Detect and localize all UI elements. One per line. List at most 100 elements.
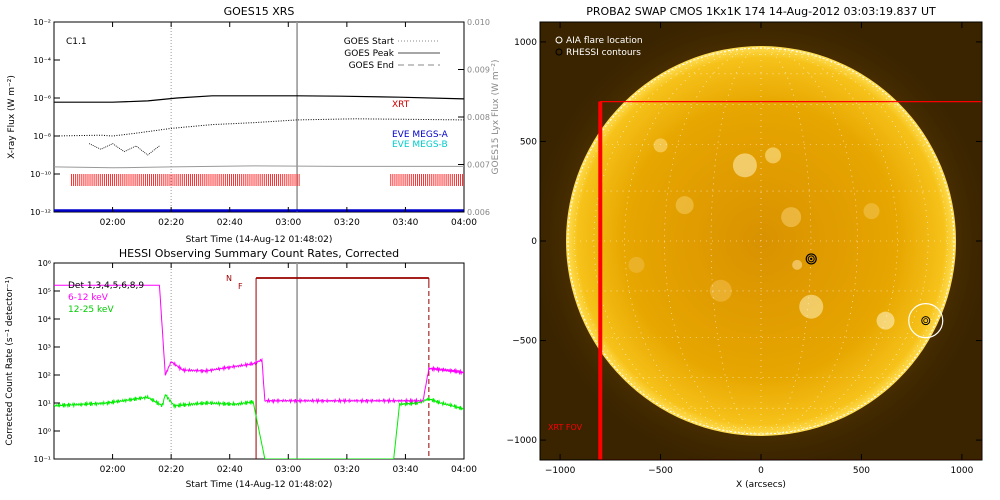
hessi-x-tick-label: 02:20 <box>158 465 184 475</box>
hessi-panel: HESSI Observing Summary Count Rates, Cor… <box>5 247 477 490</box>
swap-aia-flare-location <box>908 303 944 339</box>
goes-coverage-interval <box>390 174 463 186</box>
goes-class-label: C1.1 <box>66 37 87 47</box>
hessi-y-tick-label: 10³ <box>38 343 51 352</box>
swap-active-region <box>628 256 645 273</box>
swap-y-tick-label: 500 <box>520 137 537 147</box>
swap-active-region <box>675 196 694 215</box>
goes-ylabel: X-ray Flux (W m⁻²) <box>7 75 17 159</box>
hessi-frame <box>53 262 465 460</box>
swap-active-region <box>876 311 895 330</box>
goes-y-tick-label: 10⁻⁶ <box>33 94 51 103</box>
goes-x-tick-label: 03:20 <box>334 218 360 228</box>
goes-label-xrt: XRT <box>392 100 410 110</box>
swap-x-tick-label: −1000 <box>545 466 576 476</box>
goes-title: GOES15 XRS <box>224 5 295 18</box>
swap-x-tick-label: 0 <box>758 466 764 476</box>
hessi-legend-high: 12-25 keV <box>68 305 114 315</box>
swap-active-region <box>653 138 668 153</box>
swap-coordinate-grid <box>568 47 954 435</box>
hessi-legend-low: 6-12 keV <box>68 293 109 303</box>
hessi-x-tick-label: 03:20 <box>334 465 360 475</box>
swap-rhessi-contour <box>805 253 817 265</box>
hessi-series-6-12-flare <box>428 365 464 375</box>
swap-x-tick-label: −500 <box>648 466 673 476</box>
hessi-x-tick-label: 03:00 <box>275 465 301 475</box>
swap-active-region <box>765 147 782 164</box>
hessi-y-tick-label: 10⁶ <box>38 259 51 268</box>
hessi-x-tick-label: 04:00 <box>451 465 477 475</box>
hessi-x-tick-label: 02:00 <box>100 465 126 475</box>
goes-label-megsb: EVE MEGS-B <box>392 140 448 150</box>
goes-y2-tick-label: 0.006 <box>467 208 490 217</box>
goes-series-lyman <box>54 165 464 169</box>
swap-panel: PROBA2 SWAP CMOS 1Kx1K 174 14-Aug-2012 0… <box>507 5 983 490</box>
hessi-y-tick-label: 10⁵ <box>38 287 51 296</box>
swap-legend-rhessi: RHESSI contours <box>566 48 641 58</box>
hessi-y-tick-label: 10¹ <box>38 399 51 408</box>
swap-fov-label: XRT FOV <box>548 423 583 432</box>
swap-active-region <box>709 279 732 302</box>
swap-title: PROBA2 SWAP CMOS 1Kx1K 174 14-Aug-2012 0… <box>586 5 936 18</box>
hessi-flag-f: F <box>238 282 243 291</box>
swap-active-region <box>732 153 757 178</box>
swap-active-region <box>863 203 880 220</box>
goes-x-tick-label: 03:00 <box>275 218 301 228</box>
swap-legend-aia-symbol <box>555 36 563 44</box>
goes-legend-end: GOES End <box>349 61 394 71</box>
goes-coverage-interval <box>71 174 300 186</box>
hessi-x-tick-label: 03:40 <box>392 465 418 475</box>
goes-y-tick-label: 10⁻¹² <box>30 208 51 217</box>
goes-panel: GOES15 XRS 02:00 02:20 02:40 03:00 03:20 03:4… <box>7 5 501 245</box>
hessi-legend: Det 1,3,4,5,6,8,9 6-12 keV 12-25 keV <box>68 281 144 315</box>
swap-legend-aia: AIA flare location <box>566 36 643 46</box>
goes-ylabel-right: GOES15 Lyx Flux (W m⁻²) <box>491 60 501 175</box>
goes-y-tick-label: 10⁻⁴ <box>33 56 51 65</box>
goes-series-xrt <box>54 95 464 103</box>
goes-y2-tick-label: 0.007 <box>467 161 490 170</box>
hessi-legend-det: Det 1,3,4,5,6,8,9 <box>68 281 144 291</box>
goes-xlabel: Start Time (14-Aug-12 01:48:02) <box>186 235 333 245</box>
hessi-series-12-25 <box>54 393 464 459</box>
goes-x-tick-label: 03:40 <box>392 218 418 228</box>
goes-y2-tick-label: 0.009 <box>467 66 490 75</box>
hessi-y-tick-label: 10² <box>38 371 51 380</box>
goes-y2-tick-label: 0.010 <box>467 18 490 27</box>
goes-legend-peak: GOES Peak <box>344 49 394 59</box>
hessi-series-6-12 <box>54 284 464 405</box>
swap-y-tick-label: −500 <box>512 337 537 347</box>
hessi-flag-n: N <box>226 274 232 283</box>
goes-y2-tick-label: 0.008 <box>467 113 490 122</box>
goes-y-tick-label: 10⁻⁸ <box>33 132 51 141</box>
swap-active-region <box>792 259 803 270</box>
goes-x-tick-label: 04:00 <box>451 218 477 228</box>
swap-y-tick-label: 1000 <box>514 38 537 48</box>
hessi-ylabel: Corrected Count Rate (s⁻¹ detector⁻¹) <box>5 276 15 445</box>
hessi-title: HESSI Observing Summary Count Rates, Cor… <box>119 247 399 260</box>
swap-x-tick-label: 1000 <box>950 466 973 476</box>
goes-label-megsa: EVE MEGS-A <box>392 130 449 140</box>
goes-series-long <box>54 118 464 137</box>
goes-legend: GOES Start GOES Peak GOES End <box>344 37 440 71</box>
hessi-y-tick-label: 10⁰ <box>38 427 51 436</box>
goes-y-tick-label: 10⁻² <box>33 18 51 27</box>
goes-legend-start: GOES Start <box>344 37 395 47</box>
swap-y-tick-label: −1000 <box>507 436 538 446</box>
hessi-y-tick-label: 10⁻¹ <box>33 455 51 464</box>
swap-active-region <box>799 294 824 319</box>
swap-y-tick-label: 0 <box>531 237 537 247</box>
hessi-xlabel: Start Time (14-Aug-12 01:48:02) <box>186 480 333 490</box>
goes-x-tick-label: 02:00 <box>100 218 126 228</box>
goes-frame <box>53 21 465 213</box>
hessi-x-tick-label: 02:40 <box>217 465 243 475</box>
swap-aia-contour <box>921 316 931 326</box>
swap-x-tick-label: 500 <box>853 466 870 476</box>
swap-active-region <box>781 207 802 228</box>
goes-series-short <box>88 143 160 156</box>
goes-x-tick-label: 02:40 <box>217 218 243 228</box>
goes-x-tick-label: 02:20 <box>158 218 184 228</box>
swap-legend: AIA flare location RHESSI contours <box>555 36 643 58</box>
swap-xlabel: X (arcsecs) <box>736 480 786 490</box>
hessi-y-tick-label: 10⁴ <box>38 315 51 324</box>
